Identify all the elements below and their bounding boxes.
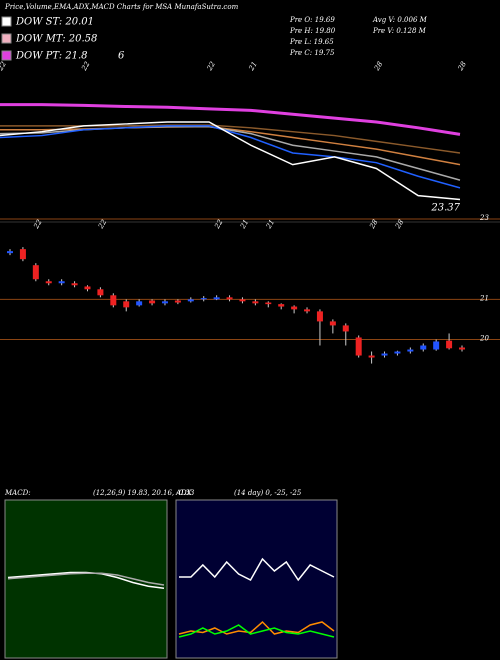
info: Pre V: 0.128 M — [372, 27, 427, 35]
panel-title: MACD: — [4, 489, 31, 497]
x-tick-label: 22 — [205, 60, 217, 73]
info: Pre O: 19.69 — [289, 16, 335, 24]
x-tick-label: 28 — [372, 60, 384, 73]
x-tick-label: 22 — [96, 218, 108, 231]
page-title: Price,Volume,EMA,ADX,MACD Charts for MSA… — [4, 3, 239, 11]
x-tick-label: 21 — [238, 218, 250, 231]
series-line — [0, 125, 461, 181]
series-line — [0, 125, 461, 166]
series-line — [179, 557, 335, 582]
candle-body — [342, 325, 349, 332]
candle-body — [381, 353, 388, 356]
candle-body — [304, 309, 311, 312]
candle-body — [97, 289, 104, 296]
candle-body — [19, 249, 26, 260]
candle-body — [239, 299, 246, 302]
candle-body — [316, 311, 323, 322]
series-line — [7, 572, 165, 586]
panel-title: ADX — [175, 489, 193, 497]
info: Pre C: 19.75 — [289, 49, 335, 57]
candle-body — [252, 301, 259, 304]
x-tick-label: 28 — [456, 60, 468, 73]
dow-label: DOW PT: 21.8 — [15, 51, 88, 62]
dow-swatch — [1, 16, 12, 27]
x-tick-label: 28 — [393, 218, 405, 231]
series-line — [0, 121, 461, 201]
candle-body — [187, 299, 194, 302]
candle-body — [459, 347, 465, 350]
candle-body — [420, 345, 427, 350]
panel-subtitle: (12,26,9) 19.83, 20.16, -0.33 — [93, 489, 195, 497]
dow-extra: 6 — [118, 51, 125, 62]
candle-body — [265, 302, 272, 305]
candle-body — [123, 301, 130, 308]
y-tick-label: 23 — [479, 214, 489, 222]
info: Avg V: 0.006 M — [372, 16, 428, 24]
candle-body — [84, 286, 91, 290]
dow-label: DOW MT: 20.58 — [15, 34, 97, 45]
series-line — [0, 124, 461, 154]
candle-body — [174, 300, 181, 303]
candle-body — [71, 283, 78, 286]
candle-body — [278, 304, 285, 307]
dow-label: DOW ST: 20.01 — [15, 17, 94, 28]
candle-body — [213, 297, 220, 300]
candle-body — [7, 251, 13, 254]
series-line — [0, 103, 461, 136]
dow-swatch — [1, 33, 12, 44]
last-label: 23.37 — [430, 203, 460, 214]
candle-body — [32, 265, 39, 280]
series-line — [0, 125, 461, 189]
adx-panel — [175, 499, 338, 659]
candle-body — [226, 297, 233, 300]
candle-body — [45, 281, 52, 284]
y-tick-label: 21 — [479, 294, 489, 302]
info: Pre L: 19.65 — [289, 38, 334, 46]
dow-swatch — [1, 50, 12, 61]
candle-body — [200, 298, 207, 300]
x-tick-label: 28 — [368, 218, 380, 231]
candle-body — [355, 337, 362, 356]
candle-body — [446, 340, 453, 349]
candle-body — [433, 341, 440, 350]
x-tick-label: 21 — [264, 218, 276, 231]
x-tick-label: 22 — [80, 60, 92, 73]
candle-body — [149, 300, 156, 304]
series-line — [178, 620, 335, 635]
candle-body — [110, 295, 117, 306]
x-tick-label: 22 — [0, 60, 8, 73]
x-tick-label: 22 — [32, 218, 44, 231]
candle-body — [407, 349, 414, 352]
x-tick-label: 22 — [213, 218, 225, 231]
candle-body — [329, 321, 336, 326]
x-tick-label: 21 — [247, 60, 259, 73]
candle-body — [291, 306, 298, 310]
candle-body — [161, 301, 168, 304]
panel-subtitle: (14 day) 0, -25, -25 — [234, 489, 302, 497]
macd-panel — [4, 499, 168, 659]
series-line — [178, 624, 335, 638]
candle-body — [394, 351, 401, 354]
y-tick-label: 20 — [479, 334, 489, 342]
info: Pre H: 19.80 — [289, 27, 336, 35]
candle-body — [58, 281, 65, 284]
candle-body — [368, 355, 375, 358]
candle-body — [136, 301, 143, 306]
